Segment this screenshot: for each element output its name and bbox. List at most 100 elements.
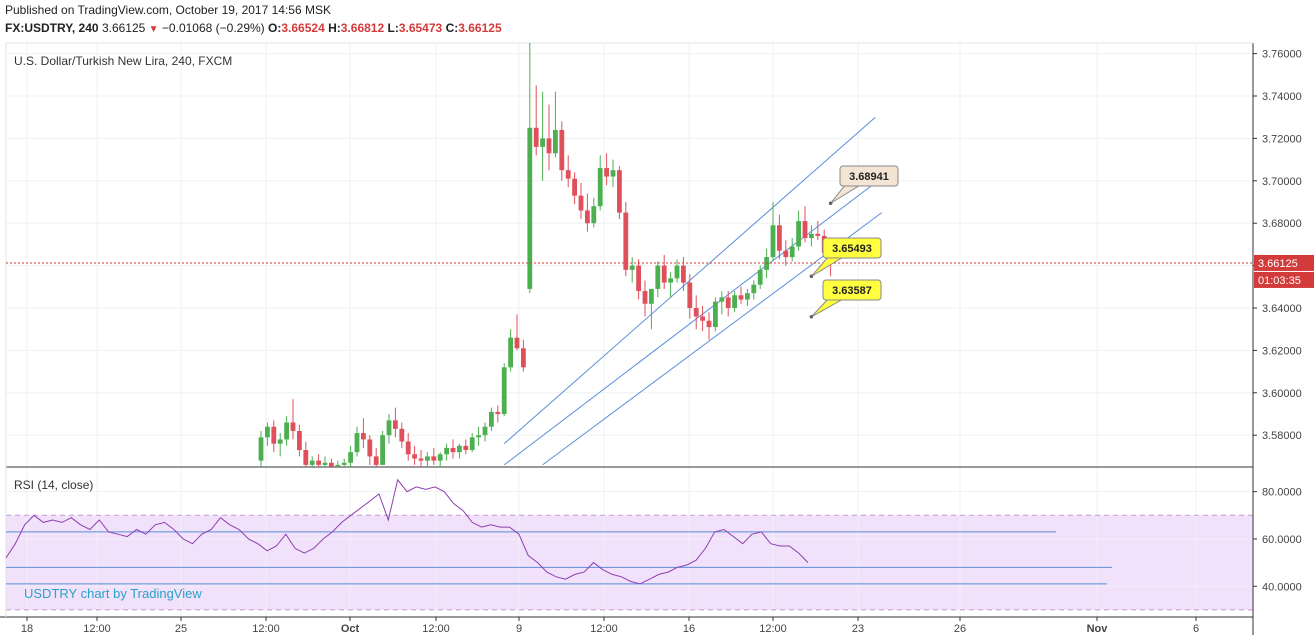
x-tick-label: 12:00 — [252, 623, 280, 635]
candle-body — [649, 288, 654, 304]
candle-body — [412, 454, 417, 459]
grid — [6, 43, 1253, 617]
candle-body — [316, 460, 321, 465]
x-tick-label: 12:00 — [759, 623, 787, 635]
candle-body — [578, 195, 584, 211]
candle-body — [540, 138, 545, 147]
candle-body — [681, 265, 686, 283]
rsi-title: RSI (14, close) — [14, 478, 93, 492]
candle-body — [341, 462, 347, 465]
candle-body — [380, 435, 385, 465]
candle-body — [489, 411, 494, 427]
open-value: 3.66524 — [281, 21, 325, 35]
close-label: C: — [445, 21, 459, 35]
candle-body — [700, 316, 705, 321]
candle-body — [629, 265, 635, 270]
watermark: USDTRY chart by TradingView — [24, 586, 202, 601]
candle-body — [757, 269, 763, 285]
channel-line-mid — [503, 167, 895, 466]
candle-body — [559, 129, 565, 171]
price-pane — [6, 43, 1253, 467]
candle-body — [642, 291, 648, 304]
y-tick-label: 3.76000 — [1262, 49, 1302, 61]
candle-body — [393, 420, 398, 429]
candle-body — [546, 138, 552, 154]
candle-body — [815, 233, 821, 236]
candle-body — [713, 301, 718, 328]
candle-body — [591, 206, 597, 224]
countdown-label: 01:03:35 — [1258, 275, 1301, 287]
candle-body — [361, 433, 366, 440]
x-tick-label: 16 — [683, 623, 695, 635]
candle-body — [373, 456, 379, 465]
candle-body — [508, 337, 513, 368]
candle-body — [329, 462, 334, 467]
low-value: 3.65473 — [398, 21, 443, 35]
published-caption: Published on TradingView.com, October 19… — [5, 3, 331, 17]
candle-body — [661, 265, 667, 283]
candle-body — [482, 426, 488, 436]
candle-body — [687, 282, 693, 308]
symbol-label: FX:USDTRY, 240 — [5, 21, 99, 35]
callout-anchor — [809, 274, 814, 279]
x-tick-label: 26 — [954, 623, 966, 635]
candle-body — [764, 257, 769, 270]
candle-body — [751, 284, 757, 294]
candle-body — [463, 445, 469, 451]
candle-body — [655, 265, 661, 289]
candle-body — [444, 447, 449, 455]
candle-body — [277, 439, 283, 444]
open-label: O: — [268, 21, 282, 35]
y-tick-label: 3.74000 — [1262, 91, 1302, 103]
candle-body — [789, 246, 795, 258]
y-tick-label: 3.64000 — [1262, 303, 1302, 315]
high-value: 3.66812 — [340, 21, 385, 35]
candle-body — [431, 456, 437, 461]
x-tick-label: 23 — [852, 623, 864, 635]
current-price-label: 3.66125 — [1258, 258, 1298, 270]
y-tick-label: 3.68000 — [1262, 218, 1302, 230]
candle-body — [258, 437, 264, 461]
candle-body — [668, 278, 673, 283]
callout-anchor — [828, 201, 833, 206]
candle-body — [437, 454, 443, 461]
chart-title: U.S. Dollar/Turkish New Lira, 240, FXCM — [14, 54, 232, 68]
candle-body — [604, 168, 609, 177]
last-price: 3.66125 — [101, 21, 146, 35]
callout-box — [822, 279, 882, 301]
candle-body — [290, 422, 296, 431]
x-tick-label: 25 — [175, 623, 187, 635]
symbol-ohlc-line: FX:USDTRY, 240 3.66125 ▼ −0.01068 (−0.29… — [5, 21, 502, 35]
callout-box — [822, 237, 882, 259]
candle-body — [284, 422, 289, 440]
candle-body — [354, 433, 360, 453]
callout-label: 3.63587 — [832, 285, 872, 297]
candle-body — [450, 447, 456, 453]
callout-anchor — [809, 314, 814, 319]
candle-body — [367, 439, 373, 457]
candle-body — [348, 452, 353, 463]
candle-body — [469, 437, 475, 451]
candle-body — [322, 462, 328, 465]
x-tick-label: 9 — [516, 623, 522, 635]
candle-body — [719, 297, 725, 302]
candle-body — [565, 170, 571, 179]
candle-body — [732, 295, 737, 308]
callout-box — [839, 165, 899, 187]
candles — [258, 43, 833, 467]
rsi-tick-label: 80.0000 — [1262, 487, 1302, 499]
candle-body — [674, 265, 680, 279]
candle-body — [706, 320, 712, 328]
candle-body — [802, 221, 808, 239]
candle-body — [693, 308, 699, 317]
candle-body — [335, 464, 341, 467]
candle-body — [533, 127, 539, 147]
candle-body — [386, 420, 392, 436]
candle-body — [809, 233, 814, 239]
candle-body — [521, 348, 526, 368]
candle-body — [514, 337, 520, 349]
x-tick-label: 12:00 — [83, 623, 111, 635]
y-tick-label: 3.62000 — [1262, 345, 1302, 357]
candle-body — [501, 367, 507, 414]
